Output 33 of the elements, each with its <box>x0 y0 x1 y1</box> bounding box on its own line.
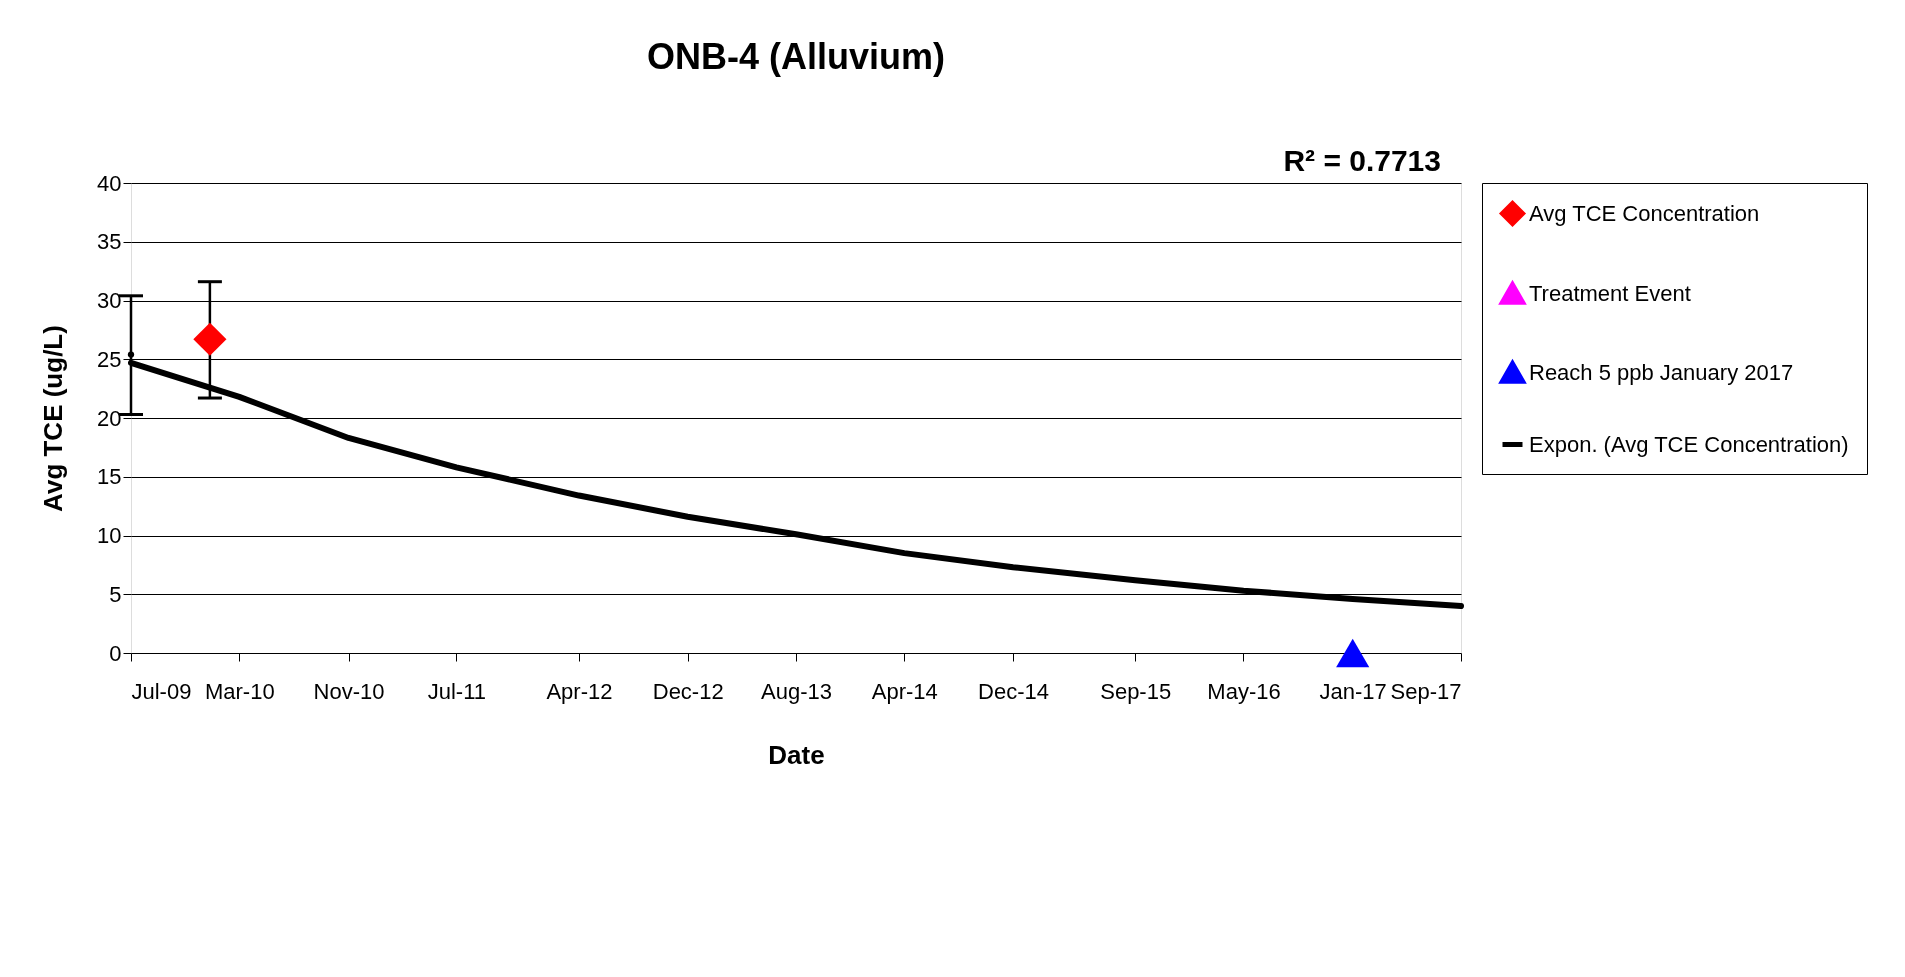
chart-title: ONB-4 (Alluvium) <box>646 36 946 77</box>
y-tick-label: 35 <box>97 229 122 255</box>
x-tick-label: Jan-17 <box>1319 678 1387 704</box>
x-tick-label: Dec-12 <box>652 678 724 704</box>
x-tick-label: May-16 <box>1207 678 1281 704</box>
x-tick-label: Jul-11 <box>427 678 487 704</box>
x-tick-label: Dec-14 <box>978 678 1050 704</box>
y-tick-label: 20 <box>97 405 122 431</box>
y-tick-label: 0 <box>109 640 122 666</box>
legend-label: Treatment Event <box>1529 280 1691 306</box>
y-tick-label: 40 <box>97 170 122 196</box>
y-axis-title: Avg TCE (ug/L) <box>38 325 69 512</box>
y-tick-label: 5 <box>109 581 122 607</box>
point <box>1336 638 1370 668</box>
x-tick-label: Nov-10 <box>313 678 385 704</box>
x-tick-label: Aug-13 <box>761 678 832 704</box>
legend-label: Expon. (Avg TCE Concentration) <box>1529 431 1849 457</box>
x-axis-title: Date <box>768 739 825 770</box>
x-tick-label: Apr-12 <box>546 678 613 704</box>
y-tick-label: 25 <box>97 346 122 372</box>
point <box>193 322 227 356</box>
x-tick-label: Jul-09 <box>131 678 192 704</box>
y-tick-label: 15 <box>97 464 122 490</box>
y-tick-label: 30 <box>97 288 122 313</box>
legend-label: Reach 5 ppb January 2017 <box>1529 359 1794 385</box>
x-tick-label: Mar-10 <box>204 678 275 704</box>
y-tick-label: 10 <box>97 523 122 548</box>
x-tick-label: Apr-14 <box>871 678 938 704</box>
x-tick-label: Sep-17 <box>1390 678 1462 704</box>
x-tick-label: Sep-15 <box>1100 678 1172 704</box>
point <box>127 351 135 358</box>
legend-label: Avg TCE Concentration <box>1529 200 1760 226</box>
text: R² = 0.7713 <box>1283 144 1441 177</box>
